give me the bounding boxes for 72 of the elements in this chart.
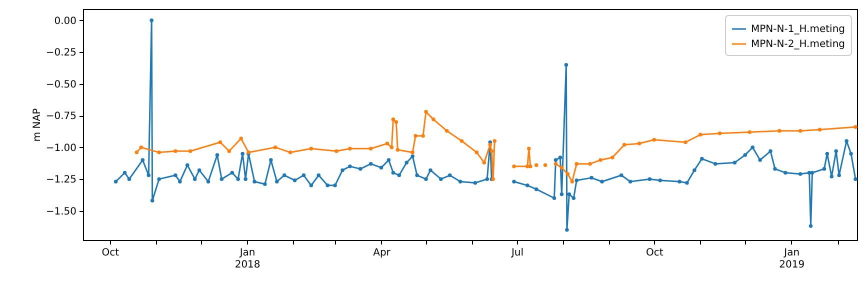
point [598,158,602,162]
point [424,110,428,114]
point [622,142,626,147]
x-tick-label: Jan 2019 [779,248,805,270]
y-tick-label: −0.75 [46,111,76,122]
point [309,146,314,150]
point [566,172,570,176]
legend-label: MPN-N-1_H.meting [751,24,845,35]
y-tick-label: −1.25 [46,174,76,186]
point [543,163,548,167]
point [528,164,532,168]
point [718,132,722,136]
point [432,118,436,122]
point [778,128,782,133]
point [684,140,688,144]
point [512,164,516,168]
x-tick-label: Jul [510,248,524,258]
point [818,128,822,132]
point [274,145,278,150]
point [637,142,642,146]
y-tick-label: −0.25 [46,48,76,59]
point [748,130,752,134]
point [574,162,578,166]
point [174,149,178,154]
point [554,162,558,166]
point [488,142,492,147]
x-tick-label: Oct [646,248,664,258]
point [570,180,574,184]
point [188,149,192,154]
point [445,128,449,133]
y-axis-title: m NAP [32,108,43,142]
point [854,125,858,129]
point [610,156,614,160]
x-tick-label: Jan 2018 [234,248,260,270]
point [385,142,390,146]
point [227,149,232,154]
y-tick-label: −0.50 [46,79,76,90]
point [414,134,418,138]
point [560,166,564,170]
point [534,163,538,167]
point [588,162,592,166]
point [474,150,479,154]
point [492,139,496,143]
point [526,164,530,168]
legend-label: MPN-N-2_H.meting [751,39,845,50]
point [348,146,352,150]
y-tick-label: 0.00 [54,16,76,27]
point [139,145,144,150]
point [157,150,161,154]
point [288,150,292,154]
point [391,118,396,122]
point [394,120,398,124]
point [482,160,486,164]
point [368,146,373,150]
point [396,148,400,152]
y-tick-label: −1.50 [46,206,76,218]
x-tick-label: Oct [102,248,120,258]
point [410,150,414,154]
point [334,149,338,154]
y-tick-label: −1.00 [46,142,76,154]
point [460,139,464,143]
point [527,146,531,150]
x-tick-label: Apr [373,248,392,258]
point [652,138,656,142]
point [698,132,702,137]
point [218,140,222,144]
point [490,149,494,154]
point [134,150,139,154]
point [421,134,425,138]
point [798,128,802,133]
point [239,136,243,140]
point [390,145,394,150]
